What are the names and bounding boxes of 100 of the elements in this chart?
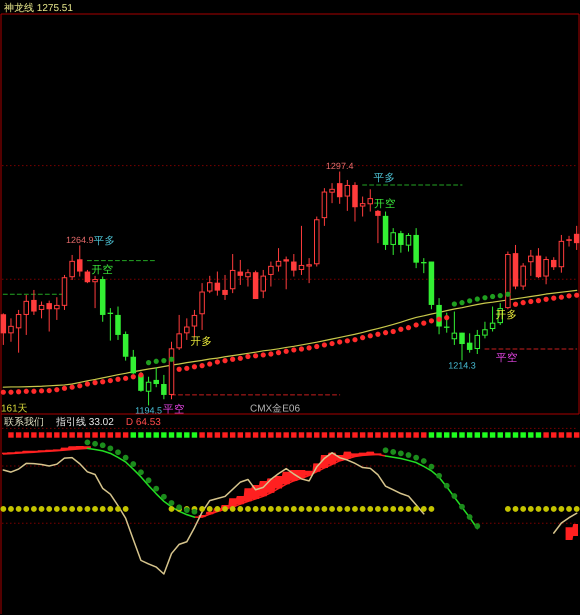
point [413,454,420,461]
candlestick [16,309,22,354]
candlestick [84,269,90,284]
candlestick [69,254,75,280]
candlestick [184,318,190,340]
candlestick [474,329,480,355]
candlestick [566,235,572,248]
text: 联系我们 [4,416,44,428]
annotation: 1297.4 [326,161,354,172]
candlestick [368,188,374,212]
candlestick [375,209,381,244]
candlestick [260,269,266,299]
candlestick [306,258,312,284]
point [107,445,114,452]
candlestick [24,294,30,336]
candlestick [528,249,534,276]
point [115,449,121,456]
candlestick [206,275,212,294]
candlestick [268,261,274,288]
point [420,458,427,464]
annotation: 开空 [374,197,396,210]
candlestick [54,296,60,320]
candlestick [482,321,488,339]
annotation: 开空 [92,263,114,276]
candlestick [452,311,458,346]
candlestick [153,366,159,388]
candlestick [490,306,496,332]
candlestick [122,331,128,362]
text: 指引线 33.02 [55,416,114,428]
candlestick [192,309,198,338]
annotation: 1194.5 [135,405,162,416]
point [84,439,90,446]
candlestick [31,289,37,316]
candlestick [245,268,251,288]
point [466,514,473,520]
candlestick [329,182,335,204]
candlestick [352,182,358,222]
point [451,493,458,499]
candlestick [291,254,297,278]
candlestick [92,275,98,309]
candlestick [398,230,404,254]
point [130,461,136,467]
point [146,477,152,484]
candlestick [360,196,366,218]
point [444,482,450,489]
point [436,472,442,479]
point [153,486,160,492]
candlestick [459,332,465,361]
candlestick [230,254,236,294]
candlestick [77,244,83,278]
candlestick [550,256,556,270]
candlestick [298,225,304,276]
text: D 64.53 [126,417,162,428]
candlestick [161,374,167,400]
candlestick [238,259,244,286]
point [390,449,396,455]
candlestick [406,232,412,252]
point [382,447,388,454]
annotation: 开多 [190,336,212,348]
candlestick [536,248,542,279]
annotation: 平多 [94,235,116,247]
annotation: 平多 [374,172,396,184]
annotation: CMX金E06 [250,402,300,414]
annotation: 平空 [496,351,518,364]
candlestick [520,262,526,290]
candlestick [176,314,182,350]
candlestick [390,228,396,256]
point [122,454,129,461]
candlestick [38,301,44,319]
point [406,452,412,458]
point [138,469,144,476]
candlestick [574,225,580,250]
candlestick [214,271,220,296]
point [428,464,434,470]
point [160,494,167,500]
candlestick [8,318,14,342]
candlestick [443,312,450,334]
candlestick [199,282,205,330]
point [459,504,465,510]
candlestick [466,332,472,354]
candlestick [420,258,428,274]
candlestick [106,308,114,342]
point [168,500,174,506]
candlestick [0,312,6,346]
point [92,440,98,447]
point [100,442,106,448]
candlestick [115,306,121,340]
chart-title: 神龙线 1275.51 [4,2,74,14]
annotation: 平空 [163,402,185,416]
point [474,523,480,529]
annotation: 161天 [1,404,28,414]
candlestick [336,171,342,204]
annotation: 1264.9 [66,234,94,245]
point [192,508,198,515]
point [398,450,404,456]
candlestick [543,256,549,285]
candlestick [276,248,282,272]
annotation: 1214.3 [448,360,476,370]
candlestick [46,300,52,332]
candlestick [146,376,152,406]
